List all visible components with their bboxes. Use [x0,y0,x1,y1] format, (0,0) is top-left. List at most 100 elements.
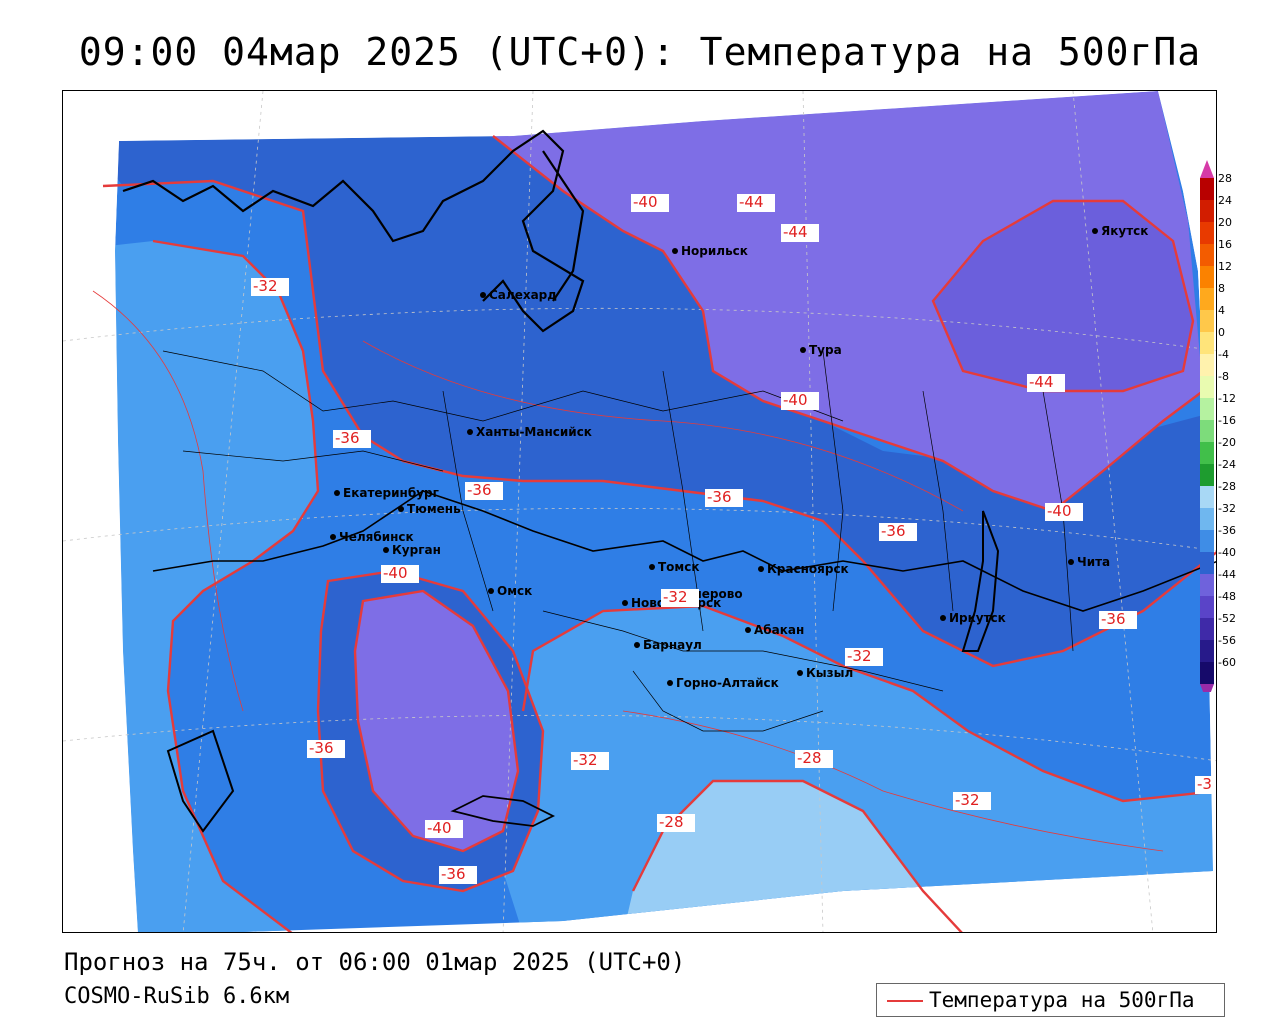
colorbar-swatch [1200,596,1214,618]
city-4: Ханты-Мансийск [467,425,592,439]
contour-label-bg [571,752,609,770]
isotherm-contours [92,135,1216,932]
contour-label-1: -44 [737,193,775,212]
city-label: Норильск [681,244,748,258]
contour-minus36-north [102,179,1216,668]
city-label: Горно-Алтайск [676,676,779,690]
city-label: Курган [392,543,441,557]
contour-label-text: -44 [1029,373,1054,391]
city-5: Екатеринбург [334,486,439,500]
colorbar-tick-label: -16 [1218,414,1236,427]
contour-label-text: -32 [253,277,278,295]
contour-minus44-ne [931,199,1195,393]
city-label: Тюмень [407,502,461,516]
colorbar-swatch [1200,640,1214,662]
city-marker [649,564,655,570]
colorbar-bottom-arrow [1200,684,1214,692]
contour-label-text: -36 [441,865,466,883]
forecast-info: Прогноз на 75ч. от 06:00 01мар 2025 (UTC… [64,948,686,976]
fill-band-below-minus44-ne [933,201,1193,391]
colorbar-tick-label: -36 [1218,524,1236,537]
contour-label-3: -32 [251,277,289,296]
contour-label-text: -40 [783,391,808,409]
city-15: Барнаул [634,638,702,652]
city-label: Чита [1077,555,1110,569]
contour-label-bg [879,523,917,541]
colorbar-swatch [1200,398,1214,420]
city-9: Омск [488,584,532,598]
contour-label-text: -36 [881,522,906,540]
city-2: Салехард [480,288,557,302]
city-marker [480,292,486,298]
city-marker [758,566,764,572]
city-label: Челябинск [339,530,414,544]
colorbar-swatch [1200,178,1214,200]
contour-label-bg [781,392,819,410]
yamal-coast [542,150,585,302]
state-border-north [152,490,1216,612]
city-8: Курган [383,543,441,557]
colorbar-swatch [1200,574,1214,596]
city-19: Чита [1068,555,1110,569]
contour-label-4: -36 [333,429,371,448]
city-18: Иркутск [940,611,1006,625]
contour-label-bg [1045,503,1083,521]
contour-label-17: -28 [795,749,833,768]
colorbar-swatch [1200,266,1214,288]
contour-label-2: -44 [781,223,819,242]
contour-label-text: -32 [663,588,688,606]
city-marker [940,615,946,621]
colorbar-tick-label: -60 [1218,656,1236,669]
contour-label-bg [795,750,833,768]
contour-label-text: -36 [335,429,360,447]
fill-band-minus44-40-ne [493,91,1203,511]
colorbar-tick-label: 24 [1218,194,1232,207]
colorbar-tick-label: -32 [1218,502,1236,515]
colorbar-swatch [1200,530,1214,552]
contour-label-text: -32 [847,647,872,665]
colorbar-swatch [1200,200,1214,222]
arctic-coastline [122,129,585,333]
map-legend: Температура на 500гПа [876,983,1225,1017]
contour-label-18: -28 [657,813,695,832]
colorbar-tick-label: 0 [1218,326,1225,339]
contour-label-bg [631,194,669,212]
contour-minus32-west [152,239,320,932]
city-0: Якутск [1092,224,1148,238]
colorbar-swatch [1200,288,1214,310]
contour-label-15: -36 [307,739,345,758]
city-label: Кызыл [806,666,853,680]
contour-label-text: -32 [955,791,980,809]
city-6: Тюмень [398,502,461,516]
contour-minus40-core [353,589,520,853]
balkhash-outline [450,795,556,827]
contour-label-bg [307,740,345,758]
city-1: Норильск [672,244,748,258]
colorbar-tick-label: -24 [1218,458,1236,471]
city-label: Томск [658,560,700,574]
city-marker [634,642,640,648]
contour-label-text: -40 [383,564,408,582]
colorbar-swatch [1200,486,1214,508]
contour-label-bg [465,482,503,500]
contour-minus32-south [521,604,1216,803]
contour-label-21: -36 [439,865,477,884]
colorbar-tick-label: -20 [1218,436,1236,449]
city-label: Тура [809,343,842,357]
contour-label-9: -40 [1045,502,1083,521]
temperature-map[interactable]: Якутск Норильск Салехард Тура Ханты-Мансийск… [62,90,1217,933]
city-label: Салехард [489,288,557,302]
boundaries [122,129,1216,833]
temperature-fill-layer [115,91,1213,932]
contour-label-12: -32 [661,588,699,607]
city-marker [745,627,751,633]
colorbar-tick-label: -52 [1218,612,1236,625]
city-label: Екатеринбург [343,486,439,500]
contour-label-bg [381,565,419,583]
contour-label-bg [333,430,371,448]
city-marker [383,547,389,553]
contour-minus40-north [492,135,1204,513]
city-marker [467,429,473,435]
contour-label-14: -32 [845,647,883,666]
colorbar-tick-label: -8 [1218,370,1229,383]
